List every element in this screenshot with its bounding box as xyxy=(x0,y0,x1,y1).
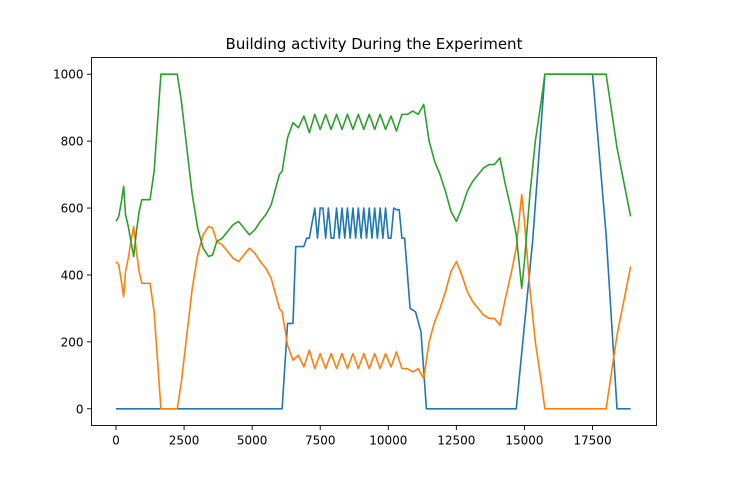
y-tick-label: 1000 xyxy=(53,68,84,82)
x-tick-label: 12500 xyxy=(437,434,475,448)
y-tick-label: 200 xyxy=(61,335,84,349)
x-tick-label: 10000 xyxy=(369,434,407,448)
chart-title: Building activity During the Experiment xyxy=(226,35,523,53)
series-line-1 xyxy=(116,73,631,410)
y-tick-label: 600 xyxy=(61,202,84,216)
x-tick-label: 2500 xyxy=(169,434,200,448)
plot-area xyxy=(115,73,632,410)
x-tick-label: 7500 xyxy=(305,434,336,448)
y-tick-label: 0 xyxy=(76,402,84,416)
y-tick-label: 400 xyxy=(61,268,84,282)
axes-frame xyxy=(91,57,657,426)
x-tick-label: 15000 xyxy=(505,434,543,448)
x-axis: 0 2500 5000 7500 10000 12500 15000 17500 xyxy=(112,425,612,448)
x-tick-label: 0 xyxy=(112,434,120,448)
y-axis: 0 200 400 600 800 1000 xyxy=(53,68,92,416)
y-tick-label: 800 xyxy=(61,135,84,149)
x-tick-label: 5000 xyxy=(237,434,268,448)
x-tick-label: 17500 xyxy=(573,434,611,448)
series-line-3 xyxy=(115,73,632,290)
series-line-2 xyxy=(115,193,632,410)
